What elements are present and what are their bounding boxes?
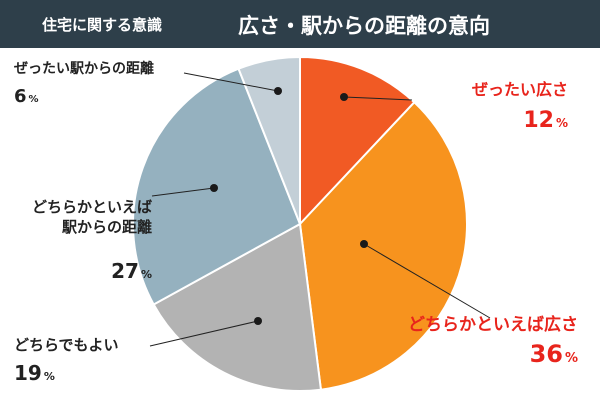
leader-line: [183, 72, 279, 92]
slice-value: 12%: [523, 108, 568, 133]
leader-dot: [254, 317, 262, 325]
slice-value: 19%: [14, 361, 55, 385]
pie-slice: [237, 55, 301, 225]
chart-title: 広さ・駅からの距離の意向: [238, 14, 490, 38]
slice-label: どちらかといえば: [32, 198, 152, 216]
leader-line: [151, 187, 215, 197]
leader-line: [343, 96, 413, 101]
slice-label: どちらでもよい: [14, 336, 119, 354]
slice-label: どちらかといえば広さ: [408, 314, 578, 335]
leader-lines: [149, 72, 491, 347]
chart-subtitle: 住宅に関する意識: [42, 16, 163, 34]
leader-dot: [210, 184, 218, 192]
leader-line: [363, 243, 491, 319]
pie-slice: [152, 222, 323, 392]
leader-dot: [360, 240, 368, 248]
slice-label: ぜったい広さ: [472, 80, 568, 99]
chart-header: 住宅に関する意識 広さ・駅からの距離の意向: [0, 0, 600, 48]
leader-dot: [274, 87, 282, 95]
slice-label: ぜったい駅からの距離: [14, 60, 154, 77]
slice-labels: ぜったい広さ 12 % どちらかといえば広さ 36 % どちらでもよい 19 % どちらかといえば…: [14, 60, 578, 385]
pie-slices: [132, 55, 468, 392]
slice-value: 36%: [530, 340, 578, 368]
slice-label: 駅からの距離: [61, 218, 152, 236]
leader-dot: [340, 93, 348, 101]
pie-slice: [298, 100, 468, 391]
leader-line: [149, 320, 259, 347]
slice-value: 6%: [14, 86, 39, 107]
slice-value: 27%: [111, 259, 152, 283]
